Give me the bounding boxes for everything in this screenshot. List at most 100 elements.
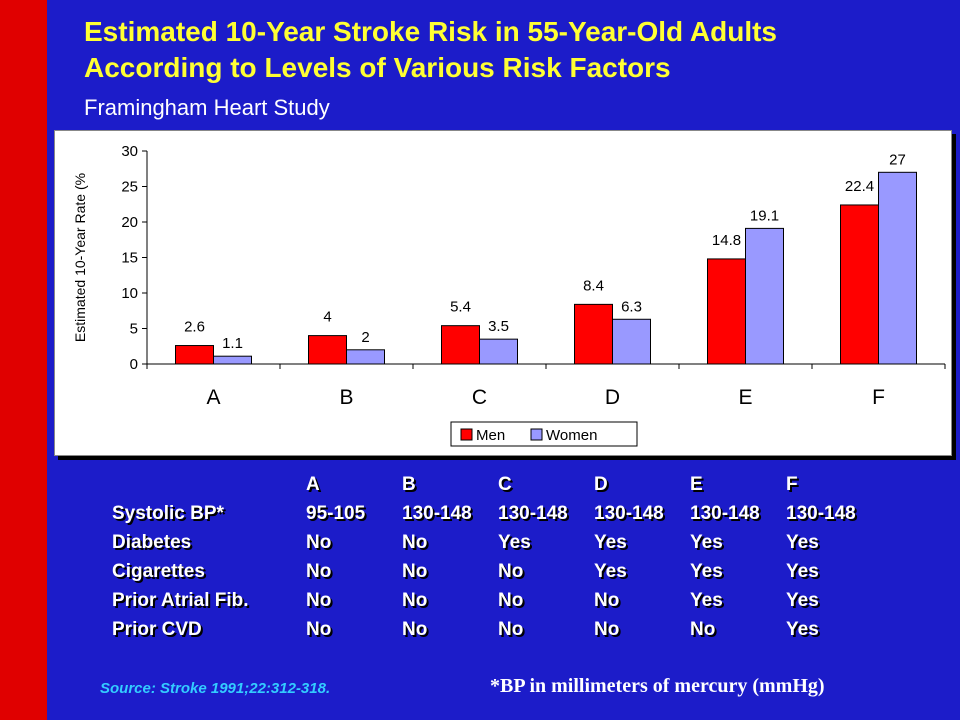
slide-title: Estimated 10-Year Stroke Risk in 55-Year… bbox=[84, 14, 777, 86]
data-label: 22.4 bbox=[845, 178, 874, 195]
data-label: 5.4 bbox=[450, 299, 471, 316]
table-cell: 95-105 bbox=[306, 503, 366, 524]
source-citation: Source: Stroke 1991;22:312-318. bbox=[100, 680, 331, 697]
data-label: 6.3 bbox=[621, 298, 642, 315]
table-cell: No bbox=[498, 590, 524, 611]
table-cell: No bbox=[594, 590, 620, 611]
legend-label: Women bbox=[546, 427, 597, 444]
data-label: 1.1 bbox=[222, 335, 243, 352]
table-cell: No bbox=[402, 619, 428, 640]
x-tick-label: C bbox=[472, 386, 487, 409]
risk-factor-table: A B C D E F Systolic BP* 95-105 130-148 … bbox=[112, 470, 882, 644]
data-label: 3.5 bbox=[488, 318, 509, 335]
row-label: Cigarettes bbox=[112, 561, 205, 582]
legend-label: Men bbox=[476, 427, 505, 444]
y-tick-label: 15 bbox=[121, 250, 138, 267]
y-axis-label: Estimated 10-Year Rate (% bbox=[72, 173, 88, 342]
bar-chart: 0 5 10 15 20 25 30 Estimated 10-Year Rate (% A B C… bbox=[72, 143, 946, 447]
table-cell: Yes bbox=[786, 619, 819, 640]
bar-men bbox=[840, 204, 879, 365]
bar-men bbox=[707, 258, 746, 365]
y-tick-label: 30 bbox=[121, 143, 138, 160]
x-tick-label: D bbox=[605, 386, 620, 409]
title-line-2: According to Levels of Various Risk Fact… bbox=[84, 52, 671, 83]
table-corner bbox=[112, 470, 306, 499]
bar-women bbox=[612, 318, 651, 365]
table-cell: No bbox=[402, 532, 428, 553]
legend-swatch bbox=[460, 428, 473, 441]
bar-men bbox=[175, 345, 214, 365]
table-cell: Yes bbox=[690, 532, 723, 553]
row-label: Prior CVD bbox=[112, 619, 202, 640]
table-cell: Yes bbox=[786, 532, 819, 553]
row-label: Systolic BP* bbox=[112, 503, 224, 524]
column-header: C bbox=[498, 474, 512, 495]
slide-subtitle: Framingham Heart Study bbox=[84, 95, 330, 120]
legend-box bbox=[450, 421, 638, 447]
bar-women bbox=[213, 355, 252, 365]
column-header: B bbox=[402, 474, 416, 495]
table-cell: No bbox=[306, 590, 332, 611]
data-label: 4 bbox=[323, 309, 331, 326]
data-label: 2 bbox=[361, 329, 369, 346]
x-tick-label: A bbox=[206, 386, 220, 409]
table-cell: Yes bbox=[690, 561, 723, 582]
table-cell: Yes bbox=[786, 590, 819, 611]
bar-men bbox=[574, 303, 613, 365]
bar-women bbox=[745, 227, 784, 365]
table-cell: 130-148 bbox=[402, 503, 472, 524]
table-row: Prior CVD No No No No No Yes bbox=[112, 615, 882, 644]
bar-men bbox=[308, 335, 347, 365]
x-tick-label: E bbox=[738, 386, 752, 409]
accent-bar bbox=[0, 0, 47, 720]
y-tick-label: 0 bbox=[130, 356, 138, 373]
table-cell: Yes bbox=[690, 590, 723, 611]
data-label: 27 bbox=[889, 151, 906, 168]
bar-men bbox=[441, 325, 480, 365]
data-label: 19.1 bbox=[750, 207, 779, 224]
column-header: F bbox=[786, 474, 798, 495]
table-cell: Yes bbox=[498, 532, 531, 553]
table-cell: No bbox=[402, 561, 428, 582]
x-tick-label: F bbox=[872, 386, 885, 409]
x-tick-label: B bbox=[339, 386, 353, 409]
y-tick-label: 5 bbox=[130, 321, 138, 338]
table-cell: No bbox=[498, 619, 524, 640]
bp-footnote: *BP in millimeters of mercury (mmHg) bbox=[490, 675, 825, 697]
y-tick-label: 20 bbox=[121, 214, 138, 231]
table-cell: Yes bbox=[786, 561, 819, 582]
column-header: D bbox=[594, 474, 608, 495]
table-cell: No bbox=[306, 619, 332, 640]
table-cell: No bbox=[306, 532, 332, 553]
table-cell: No bbox=[306, 561, 332, 582]
bar-women bbox=[346, 349, 385, 365]
row-label: Prior Atrial Fib. bbox=[112, 590, 249, 611]
table-header-row: A B C D E F bbox=[112, 470, 882, 499]
column-header: E bbox=[690, 474, 703, 495]
data-label: 8.4 bbox=[583, 277, 604, 294]
table-cell: No bbox=[498, 561, 524, 582]
y-tick-label: 25 bbox=[121, 179, 138, 196]
chart-panel: 0 5 10 15 20 25 30 Estimated 10-Year Rate (% A B C… bbox=[54, 130, 952, 456]
table-row: Systolic BP* 95-105 130-148 130-148 130-… bbox=[112, 499, 882, 528]
table-cell: Yes bbox=[594, 532, 627, 553]
table-cell: 130-148 bbox=[594, 503, 664, 524]
table-row: Cigarettes No No No Yes Yes Yes bbox=[112, 557, 882, 586]
bar-women bbox=[479, 338, 518, 365]
legend-swatch bbox=[530, 428, 543, 441]
data-label: 2.6 bbox=[184, 319, 205, 336]
table-row: Prior Atrial Fib. No No No No Yes Yes bbox=[112, 586, 882, 615]
table-cell: No bbox=[402, 590, 428, 611]
y-tick-label: 10 bbox=[121, 285, 138, 302]
row-label: Diabetes bbox=[112, 532, 192, 553]
table-cell: 130-148 bbox=[786, 503, 856, 524]
table-cell: No bbox=[594, 619, 620, 640]
table-cell: 130-148 bbox=[498, 503, 568, 524]
table-row: Diabetes No No Yes Yes Yes Yes bbox=[112, 528, 882, 557]
table-cell: No bbox=[690, 619, 716, 640]
title-line-1: Estimated 10-Year Stroke Risk in 55-Year… bbox=[84, 16, 777, 47]
bar-women bbox=[878, 171, 917, 365]
column-header: A bbox=[306, 474, 320, 495]
table-cell: 130-148 bbox=[690, 503, 760, 524]
data-label: 14.8 bbox=[712, 232, 741, 249]
